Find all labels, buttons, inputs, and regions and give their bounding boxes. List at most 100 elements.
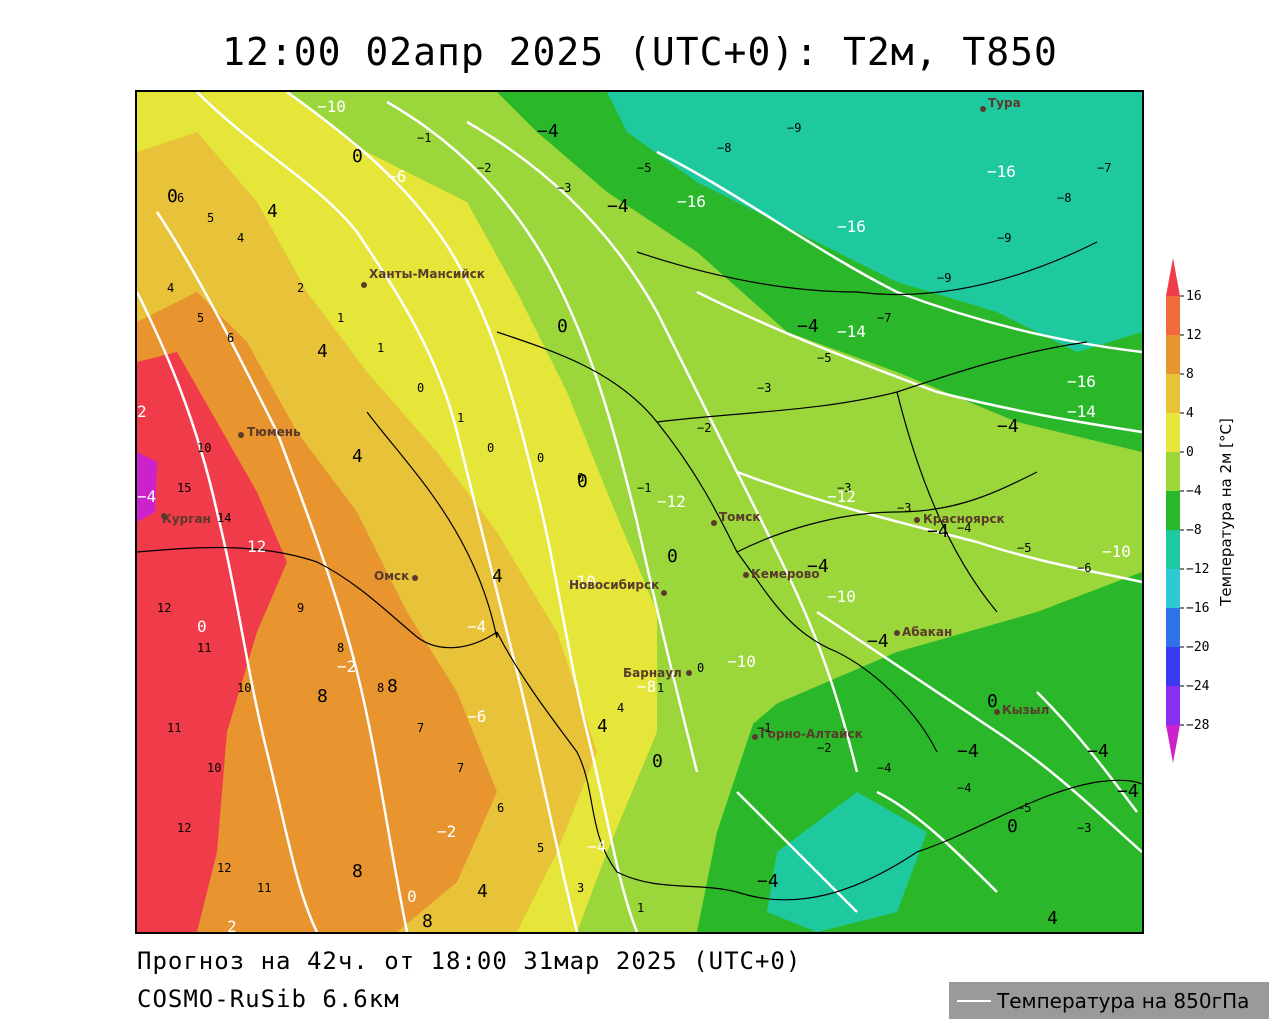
svg-text:12: 12 <box>157 601 171 615</box>
svg-text:8: 8 <box>337 641 344 655</box>
svg-text:12: 12 <box>177 821 191 835</box>
t2m-values: 654 456 211 010 00−1 −2−3−5 −7−9−9 −8−7−… <box>157 121 1111 915</box>
svg-text:10: 10 <box>197 441 211 455</box>
svg-text:−2: −2 <box>477 161 491 175</box>
svg-text:−4: −4 <box>957 521 971 535</box>
very-cold-zone <box>607 92 1142 352</box>
colorbar-block <box>1166 530 1180 569</box>
svg-text:−5: −5 <box>1017 541 1031 555</box>
city-krasnoyarsk: Красноярск <box>914 512 1005 526</box>
city-abakan: Абакан <box>894 625 952 639</box>
city-label: Барнаул <box>623 666 682 680</box>
svg-text:8: 8 <box>422 911 433 932</box>
colorbar-title: Температура на 2м [°C] <box>1217 418 1235 606</box>
svg-text:−2: −2 <box>697 421 711 435</box>
map-title: 12:00 02апр 2025 (UTC+0): T2м, T850 <box>222 30 1058 74</box>
svg-text:0: 0 <box>417 381 424 395</box>
svg-text:−9: −9 <box>787 121 801 135</box>
svg-text:−14: −14 <box>837 322 866 341</box>
svg-text:−7: −7 <box>877 311 891 325</box>
svg-text:−9: −9 <box>997 231 1011 245</box>
colorbar: 16 12 8 4 0 −4 −8 −12 −16 −20 −24 −28 <box>1166 258 1210 763</box>
svg-text:−4: −4 <box>797 316 819 337</box>
svg-text:6: 6 <box>227 331 234 345</box>
svg-text:5: 5 <box>207 211 214 225</box>
svg-text:−4: −4 <box>867 631 889 652</box>
svg-text:−4: −4 <box>1117 781 1139 802</box>
colorbar-tick-label: 12 <box>1186 328 1202 343</box>
city-barnaul: Барнаул <box>623 666 692 680</box>
svg-text:4: 4 <box>167 281 174 295</box>
svg-text:−14: −14 <box>1067 402 1096 421</box>
city-gorno-altaysk: Горно-Алтайск <box>752 727 863 741</box>
colorbar-block <box>1166 374 1180 413</box>
svg-text:−1: −1 <box>757 721 771 735</box>
city-label: Курган <box>162 512 211 526</box>
svg-text:12: 12 <box>247 537 266 556</box>
model-info: COSMO-RuSib 6.6км <box>137 985 400 1013</box>
svg-text:0: 0 <box>652 751 663 772</box>
svg-text:11: 11 <box>167 721 181 735</box>
svg-text:−7: −7 <box>1097 161 1111 175</box>
city-khanty-mansiysk: Ханты-Мансийск <box>361 267 485 288</box>
svg-text:−9: −9 <box>937 271 951 285</box>
svg-text:0: 0 <box>697 661 704 675</box>
svg-text:−8: −8 <box>1057 191 1071 205</box>
contour-legend-label: Температура на 850гПа <box>997 988 1250 1013</box>
svg-text:−8: −8 <box>637 677 656 696</box>
svg-text:−12: −12 <box>827 487 856 506</box>
svg-text:7: 7 <box>457 761 464 775</box>
svg-text:5: 5 <box>537 841 544 855</box>
city-novosibirsk: Новосибирск <box>569 578 667 596</box>
colorbar-tick-label: 0 <box>1186 445 1194 460</box>
isotherm-850-contours <box>137 92 1142 932</box>
svg-text:8: 8 <box>387 676 398 697</box>
svg-text:−5: −5 <box>637 161 651 175</box>
city-label: Красноярск <box>923 512 1005 526</box>
svg-text:−8: −8 <box>717 141 731 155</box>
svg-text:1: 1 <box>657 681 664 695</box>
svg-text:8: 8 <box>377 681 384 695</box>
svg-text:4: 4 <box>617 701 624 715</box>
colorbar-tick-label: −8 <box>1186 523 1202 538</box>
svg-text:−4: −4 <box>537 121 559 142</box>
svg-text:−4: −4 <box>997 416 1019 437</box>
city-label: Горно-Алтайск <box>760 727 863 741</box>
svg-text:−1: −1 <box>417 131 431 145</box>
city-omsk: Омск <box>374 569 418 583</box>
city-kyzyl: Кызыл <box>994 703 1049 717</box>
colorbar-tick-label: −16 <box>1186 601 1209 616</box>
svg-text:0: 0 <box>167 186 178 207</box>
svg-text:8: 8 <box>352 861 363 882</box>
city-label: Томск <box>719 510 761 524</box>
city-kurgan: Курган <box>161 512 211 526</box>
city-label: Кызыл <box>1002 703 1049 717</box>
isotherm-labels: −10−6−16 −16−16−14 −16−14−12 −12−10−10 −… <box>137 97 1131 932</box>
svg-text:−10: −10 <box>827 587 856 606</box>
svg-text:−2: −2 <box>337 657 356 676</box>
svg-text:4: 4 <box>477 881 488 902</box>
city-label: Тура <box>988 96 1021 110</box>
forecast-info: Прогноз на 42ч. от 18:00 31мар 2025 (UTC… <box>137 947 802 975</box>
colorbar-block <box>1166 335 1180 374</box>
svg-text:−16: −16 <box>1067 372 1096 391</box>
svg-text:−10: −10 <box>317 97 346 116</box>
svg-text:−3: −3 <box>1077 821 1091 835</box>
city-label: Омск <box>374 569 409 583</box>
svg-text:2: 2 <box>137 402 147 421</box>
svg-text:1: 1 <box>337 311 344 325</box>
svg-text:−10: −10 <box>567 572 596 591</box>
colorbar-tick-label: −28 <box>1186 718 1209 733</box>
city-label: Абакан <box>902 625 952 639</box>
svg-text:−4: −4 <box>1087 741 1109 762</box>
svg-text:0: 0 <box>577 471 588 492</box>
region-borders <box>137 241 1142 901</box>
svg-text:4: 4 <box>492 566 503 587</box>
svg-text:0: 0 <box>407 887 417 906</box>
svg-text:6: 6 <box>497 801 504 815</box>
svg-text:4: 4 <box>597 716 608 737</box>
colorbar-tick-label: −4 <box>1186 484 1202 499</box>
svg-text:2: 2 <box>297 281 304 295</box>
contour-legend: Температура на 850гПа <box>949 982 1269 1019</box>
